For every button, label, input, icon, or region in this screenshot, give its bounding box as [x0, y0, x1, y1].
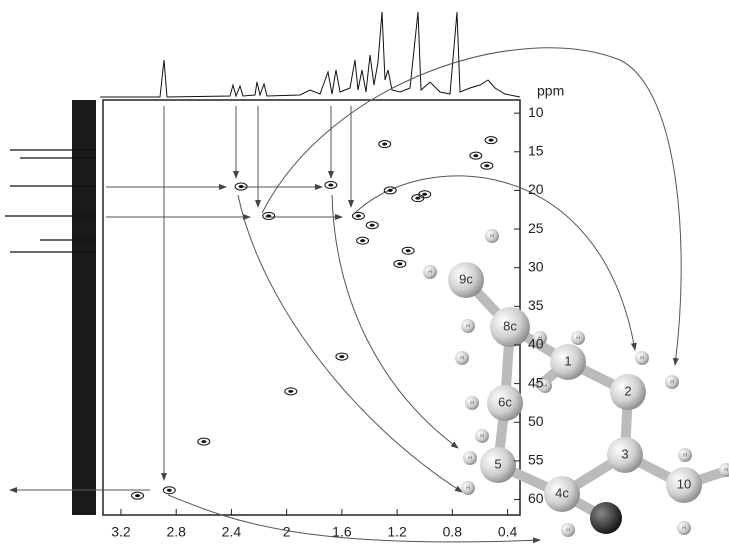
hydrogen-label: H — [468, 455, 472, 461]
y-tick-label: 35 — [528, 297, 544, 313]
hydrogen-label: H — [724, 467, 728, 473]
arrows — [10, 48, 681, 542]
y-tick-label: 60 — [528, 490, 544, 506]
contour-inner — [422, 193, 427, 196]
plot-frame — [103, 100, 520, 515]
cross-peak — [485, 137, 497, 144]
contour-inner — [266, 214, 271, 217]
y-tick-label: 25 — [528, 220, 544, 236]
cross-peak — [325, 182, 337, 189]
contour-inner — [489, 139, 494, 142]
y-tick-label: 55 — [528, 452, 544, 468]
cross-peak — [379, 141, 391, 148]
contour-inner — [356, 214, 361, 217]
y-tick-label: 20 — [528, 181, 544, 197]
atom-label: 4c — [555, 485, 569, 500]
chart: ppm HHHHHHHHHHHHHHHHH 9c8c16c2534c10 3.2… — [0, 0, 729, 546]
x-tick-label: 0.4 — [498, 524, 518, 540]
hydrogen-label: H — [480, 433, 484, 439]
atom-label: 5 — [494, 456, 501, 471]
cross-peak — [470, 152, 482, 159]
atom-label: 3 — [621, 446, 628, 461]
x-tick-label: 1.6 — [332, 524, 352, 540]
cross-peak — [198, 438, 210, 445]
contour-inner — [382, 143, 387, 146]
hydrogen-label: H — [576, 335, 580, 341]
contour-inner — [288, 390, 293, 393]
hydrogen-label: H — [566, 527, 570, 533]
hydrogen-label: H — [466, 485, 470, 491]
y-tick-label: 45 — [528, 374, 544, 390]
atom-label: 6c — [498, 394, 512, 409]
contour-inner — [239, 185, 244, 188]
hydrogen-label: H — [470, 400, 474, 406]
x-tick-label: 3.2 — [111, 524, 131, 540]
x-tick-label: 1.2 — [387, 524, 407, 540]
hydrogen-label: H — [640, 355, 644, 361]
hydrogen-label: H — [543, 383, 547, 389]
cross-peak — [419, 191, 431, 198]
x-tick-label: 2.4 — [222, 524, 242, 540]
oxygen-atom — [590, 502, 622, 534]
y-tick-label: 15 — [528, 142, 544, 158]
cross-peak — [366, 222, 378, 229]
y-tick-label: 40 — [528, 336, 544, 352]
contour-inner — [201, 440, 206, 443]
atom-label: 1 — [564, 353, 571, 368]
y-tick-label: 50 — [528, 413, 544, 429]
contour-inner — [360, 239, 365, 242]
contour-inner — [484, 164, 489, 167]
hydrogen-label: H — [428, 269, 432, 275]
contour-inner — [388, 189, 393, 192]
hydrogen-label: H — [670, 379, 674, 385]
cross-peak — [163, 487, 175, 494]
cross-peak — [394, 260, 406, 267]
contour-inner — [328, 184, 333, 187]
cross-peak — [285, 388, 297, 395]
x-tick-label: 0.8 — [443, 524, 463, 540]
cross-peak — [402, 247, 414, 254]
hydrogen-label: H — [490, 233, 494, 239]
contour-inner — [473, 154, 478, 157]
contour-inner — [339, 355, 344, 358]
hydrogen-label: H — [683, 452, 687, 458]
cross-peak — [481, 162, 493, 169]
contour-inner — [370, 224, 375, 227]
atom-label: 9c — [459, 271, 473, 286]
hydrogen-label: H — [466, 323, 470, 329]
contour-inner — [406, 249, 411, 252]
atom-label: 2 — [624, 383, 631, 398]
atom-label: 10 — [677, 476, 691, 491]
top-projection — [100, 12, 520, 97]
cross-peak — [352, 212, 364, 219]
atom-label: 8c — [503, 318, 517, 333]
hydrogen-label: H — [682, 525, 686, 531]
y-axis-unit: ppm — [537, 83, 564, 99]
cross-peak — [336, 353, 348, 360]
contour-inner — [167, 489, 172, 492]
left-projection-noise — [72, 100, 96, 515]
y-tick-label: 10 — [528, 104, 544, 120]
hydrogen-label: H — [460, 355, 464, 361]
cross-peak — [384, 187, 396, 194]
cross-peak — [132, 492, 144, 499]
x-tick-label: 2 — [283, 524, 291, 540]
y-tick-label: 30 — [528, 258, 544, 274]
contour-inner — [397, 262, 402, 265]
cross-peak — [412, 195, 424, 202]
contour-inner — [135, 494, 140, 497]
x-tick-label: 2.8 — [166, 524, 186, 540]
cross-peak — [357, 237, 369, 244]
cross-peak — [263, 212, 275, 219]
contour-inner — [415, 197, 420, 200]
